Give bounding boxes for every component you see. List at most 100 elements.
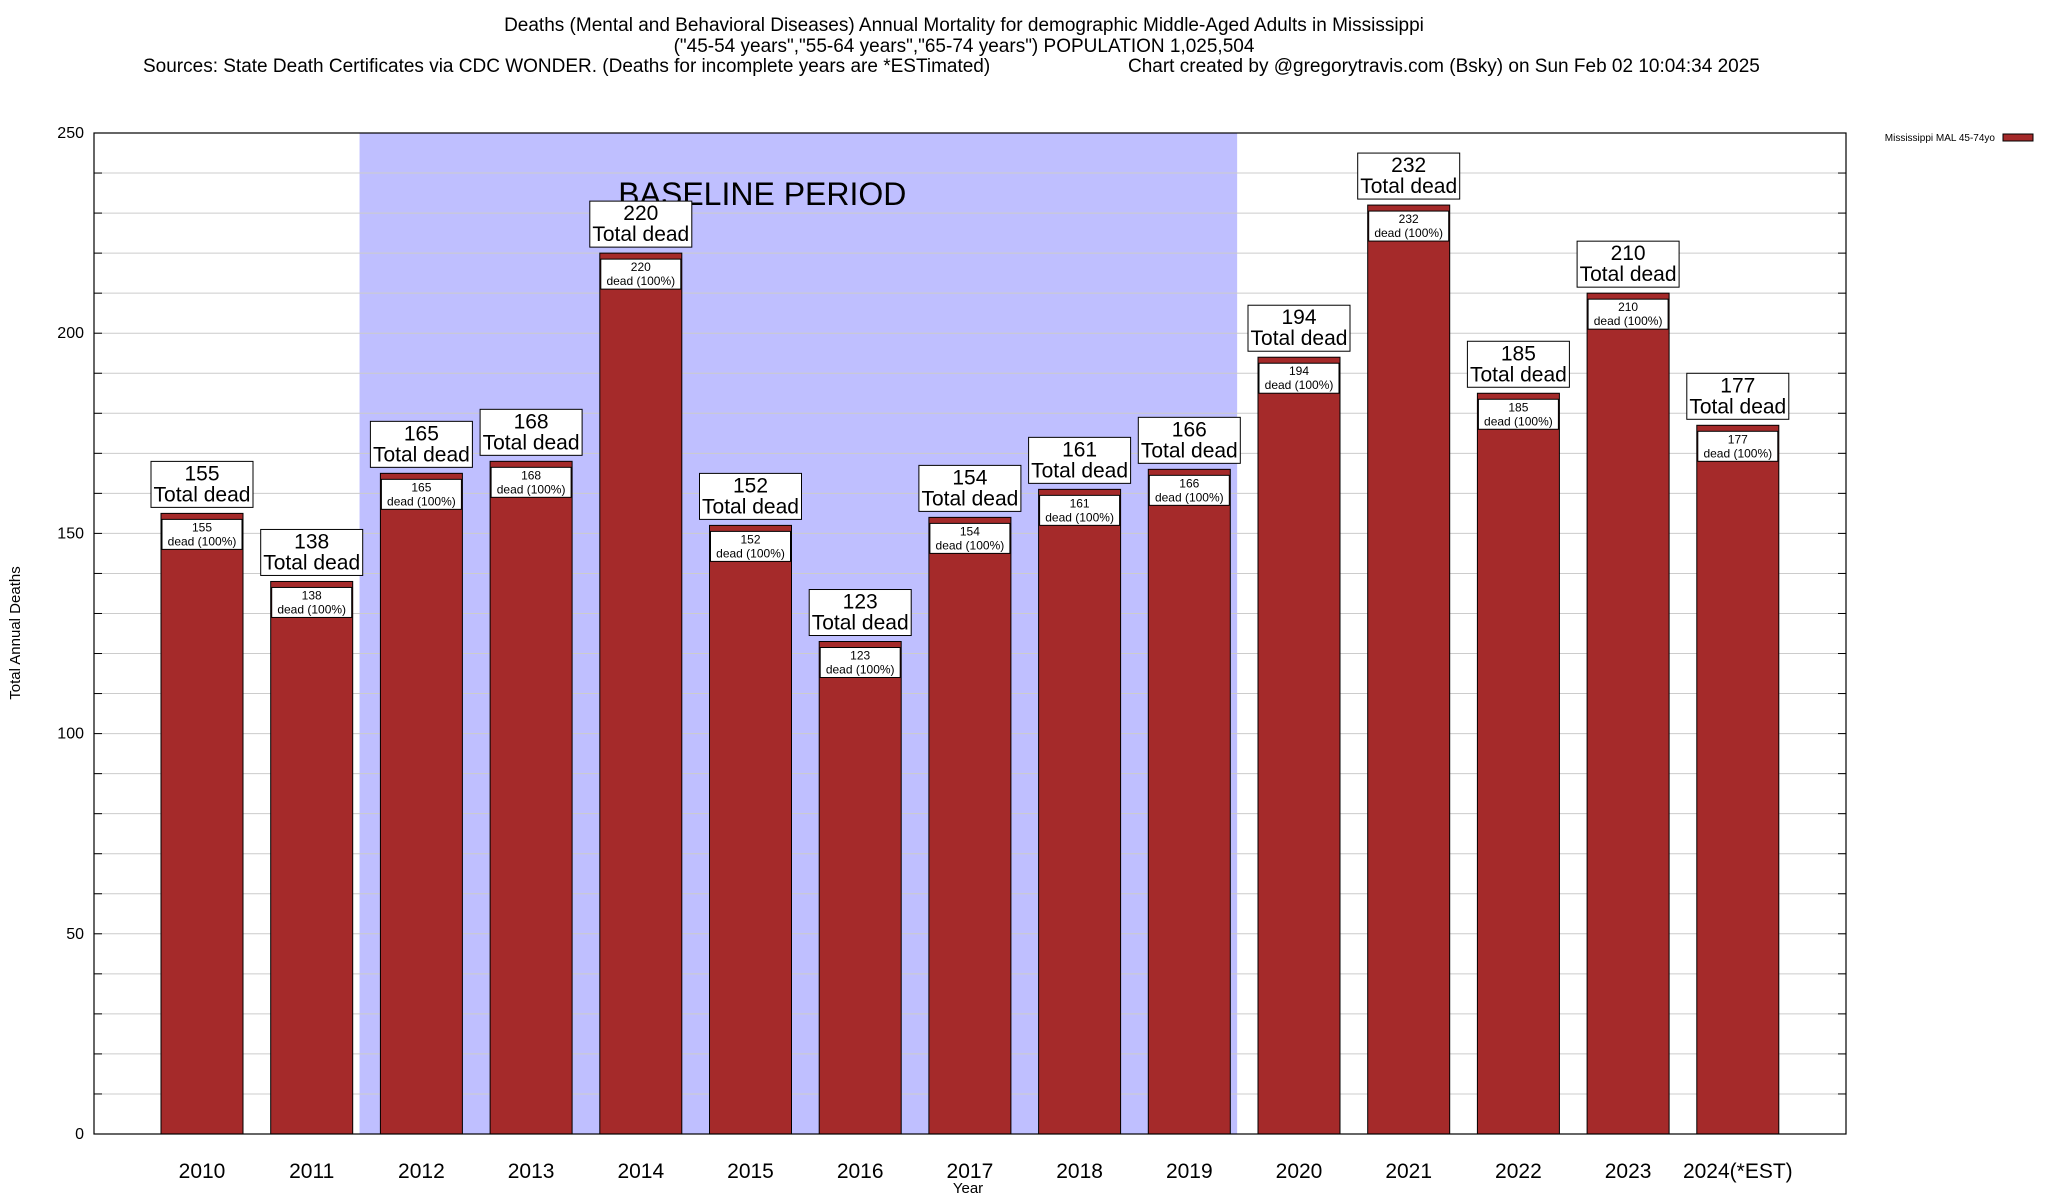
bar-total-label-value: 232 [1391,154,1426,177]
bar-inner-label-box [1148,474,1230,506]
bar-total-label-box [1137,416,1241,464]
x-category-label: 2013 [508,1160,555,1183]
bar-total-label-text: Total dead [702,495,799,518]
bar-total-label-value: 166 [1172,418,1207,441]
bar-total-label-text: Total dead [1470,363,1567,386]
legend-entry-label: Mississippi MAL 45-74yo [1885,133,1996,144]
bar-total-label-text: Total dead [263,551,360,574]
bar-total-label-value: 165 [404,422,439,445]
bar-inner-label-box [161,518,243,550]
bar-total-label-box [1576,240,1680,288]
bar-total-label-value: 220 [623,202,658,225]
plot-frame [93,132,1847,1135]
bar-total-label-value: 138 [294,530,329,553]
bar-total-label-box [369,420,473,468]
bar-total-label-text: Total dead [1580,263,1677,286]
x-category-label: 2015 [727,1160,774,1183]
bar-inner-label-box [1477,398,1559,430]
bar-total-label-value: 168 [514,410,549,433]
bar-inner-label-value: 166 [1179,476,1199,490]
x-category-label: 2022 [1495,1160,1542,1183]
bar-total-label-text: Total dead [812,612,909,635]
bar-inner-label-value: 194 [1289,364,1309,378]
chart-credit: Chart created by @gregorytravis.com (Bsk… [1128,56,1760,77]
bar-total-label-text: Total dead [483,431,580,454]
bar-inner-label-suffix: dead (100%) [1594,314,1663,328]
bar-total-label-value: 155 [184,462,219,485]
bar-inner-label-box [819,647,901,679]
bar-inner-label-suffix: dead (100%) [1045,510,1114,524]
bar-inner-label-value: 220 [631,260,651,274]
bar-total-label-box [1466,340,1570,388]
bar-total-label-text: Total dead [1031,459,1128,482]
bar-inner-label-box [1368,210,1450,242]
bar-inner-label-value: 185 [1508,400,1528,414]
bar-total-label-box [1028,436,1132,484]
y-tick-label: 100 [57,726,84,743]
bar [928,516,1012,1135]
y-axis-ticks: 0 50 100 150 200 250 [57,125,1846,1143]
bar-total-label-box [1247,304,1351,352]
bar [489,460,573,1135]
bar [1257,356,1341,1135]
y-tick-label: 200 [57,325,84,342]
bar-inner-label-suffix: dead (100%) [716,546,785,560]
bar-total-label-value: 210 [1611,242,1646,265]
y-tick-label: 0 [75,1126,84,1143]
bar-inner-label-suffix: dead (100%) [387,494,456,508]
bar-total-label-text: Total dead [592,223,689,246]
bar-inner-label-suffix: dead (100%) [1155,490,1224,504]
y-tick-label: 250 [57,125,84,142]
x-category-label: 2016 [837,1160,884,1183]
bar-total-label-box [1686,372,1790,420]
bar [270,580,354,1135]
bar-inner-label-box [1697,430,1779,462]
x-category-label: 2019 [1166,1160,1213,1183]
x-category-label: 2020 [1276,1160,1323,1183]
bar [1586,292,1670,1135]
bar-total-label-box [479,408,583,456]
bar-inner-label-suffix: dead (100%) [497,482,566,496]
bar-inner-label-suffix: dead (100%) [277,602,346,616]
bar [160,512,244,1135]
bar-total-label-value: 161 [1062,438,1097,461]
bar-inner-label-suffix: dead (100%) [1484,414,1553,428]
chart-subtitle: ("45-54 years","55-64 years","65-74 year… [674,36,1255,57]
bar-total-label-text: Total dead [1360,175,1457,198]
x-category-label: 2012 [398,1160,445,1183]
bar-inner-label-suffix: dead (100%) [606,274,675,288]
bar-total-label-box [1357,152,1461,200]
y-tick-label: 150 [57,525,84,542]
bar-total-label-box [918,464,1022,512]
bar-total-label-box [589,200,693,248]
legend-swatch [2002,133,2034,142]
bar-total-label-text: Total dead [1141,439,1238,462]
bar-inner-label-value: 123 [850,649,870,663]
bar-inner-label-box [1587,298,1669,330]
bar-inner-label-box [929,522,1011,554]
bar [599,252,683,1135]
x-category-label: 2017 [947,1160,994,1183]
bar-inner-label-suffix: dead (100%) [168,534,237,548]
x-category-label: 2014 [617,1160,664,1183]
y-axis-title: Total Annual Deaths [7,566,24,699]
bar [1476,392,1560,1135]
bar-total-label-value: 194 [1281,306,1316,329]
x-category-label: 2018 [1056,1160,1103,1183]
x-category-label: 2024(*EST) [1683,1160,1793,1183]
bar-inner-label-value: 154 [960,524,980,538]
bar [379,472,463,1135]
bar-inner-label-value: 138 [302,588,322,602]
bar-inner-label-box [710,530,791,562]
bar [818,641,902,1135]
y-tick-label: 50 [66,926,84,943]
bar-total-label-text: Total dead [154,483,251,506]
x-category-label: 2011 [289,1160,334,1183]
bar-inner-label-suffix: dead (100%) [1265,378,1334,392]
chart-title: Deaths (Mental and Behavioral Diseases) … [504,15,1424,36]
bar-inner-label-box [600,258,682,290]
bar-inner-label-suffix: dead (100%) [936,538,1005,552]
bar-total-label-box [150,460,254,508]
